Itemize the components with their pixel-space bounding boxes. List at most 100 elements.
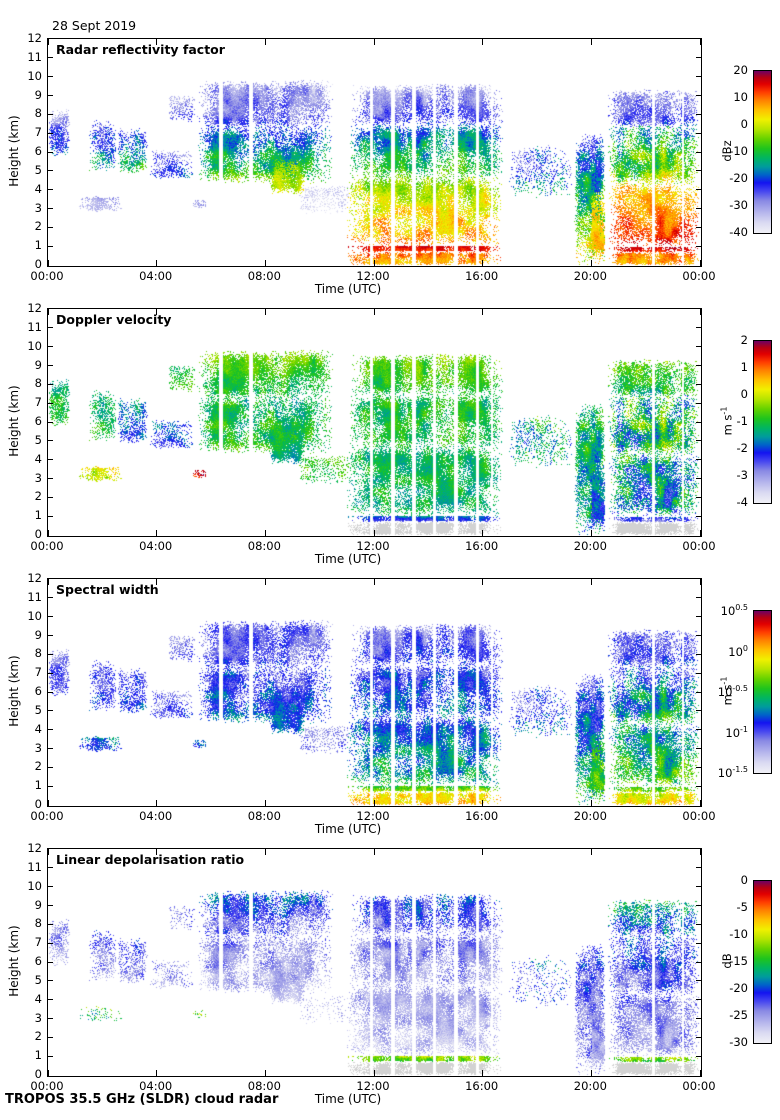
colorbar-spectral-width [753,610,772,774]
x-tick-mark [47,309,49,315]
y-tick-label: 6 [34,144,42,158]
plot-area-ldr: Linear depolarisation ratio [47,848,702,1077]
y-tick-mark [696,1036,701,1038]
y-tick-mark [696,635,701,636]
y-tick-mark [696,170,701,172]
x-tick-mark [482,579,484,585]
y-tick-mark [696,999,701,1001]
y-tick-label: 1 [34,508,42,523]
y-tick-label: 5 [34,702,42,717]
x-tick-label: 00:00 [682,809,716,823]
y-tick-mark [696,208,701,209]
y-tick-mark [48,923,53,925]
y-tick-mark [696,691,701,693]
colorbar-tick-label: -15 [729,954,748,968]
y-tick-mark [696,942,701,944]
colorbar-tick-label: 1 [740,360,748,374]
x-tick-mark [264,260,266,266]
x-tick-mark [699,579,701,585]
y-tick-label: 12 [27,31,42,45]
y-tick-label: 12 [27,571,42,585]
colorbar-tick-label: -3 [736,468,748,482]
heatmap-canvas-ldr [48,849,701,1076]
y-tick-label: 0 [34,1067,42,1081]
x-tick-label: 04:00 [139,809,173,823]
colorbar-tick-label: 2 [740,333,748,347]
x-tick-label: 12:00 [356,1079,390,1093]
colorbar-tick-label: -30 [729,1035,748,1049]
colorbar-tick-label: -5 [736,900,748,914]
y-tick-label: 11 [27,589,42,604]
y-tick-label: 3 [34,470,42,485]
y-tick-label: 11 [27,49,42,64]
x-tick-label: 16:00 [465,1079,499,1093]
y-tick-mark [48,748,53,749]
x-tick-mark [264,849,266,855]
x-tick-mark [373,800,375,806]
y-tick-label: 3 [34,200,42,215]
x-tick-mark [482,1070,484,1076]
y-tick-mark [48,867,53,869]
colorbar-unit-label: dBz [720,140,734,162]
y-tick-mark [696,459,701,461]
panel-spectral-width: Height (km) Spectral width Time (UTC) 00… [0,570,780,840]
colorbar-tick-label: 0 [740,387,748,401]
y-tick-mark [48,961,53,963]
y-tick-label: 6 [34,954,42,968]
y-tick-label: 12 [27,301,42,315]
y-tick-mark [48,95,53,96]
y-tick-mark [696,653,701,655]
y-tick-mark [696,327,701,329]
colorbar-tick-label: -1 [736,414,748,428]
y-tick-mark [696,132,701,134]
colorbar-velocity [753,340,772,504]
y-tick-mark [48,980,53,982]
panel-title: Linear depolarisation ratio [56,852,245,867]
y-tick-mark [48,151,53,153]
y-tick-mark [48,226,53,228]
colorbar-tick-label: -10 [729,927,748,941]
y-tick-mark [696,867,701,869]
y-tick-mark [48,496,53,498]
x-tick-mark [482,530,484,536]
y-tick-mark [48,635,53,636]
colorbar-reflectivity [753,70,772,234]
x-tick-mark [699,1070,701,1076]
y-tick-label: 8 [34,376,42,391]
y-tick-label: 8 [34,646,42,661]
y-tick-label: 5 [34,972,42,987]
y-tick-mark [696,95,701,96]
x-tick-mark [590,579,592,585]
x-tick-label: 04:00 [139,1079,173,1093]
x-tick-mark [699,39,701,45]
x-tick-mark [699,309,701,315]
x-tick-mark [699,849,701,855]
y-tick-label: 2 [34,489,42,504]
y-tick-label: 12 [27,841,42,855]
y-tick-label: 9 [34,87,42,102]
x-tick-mark [264,530,266,536]
x-tick-label: 12:00 [356,539,390,553]
y-tick-mark [48,766,53,768]
y-tick-mark [696,189,701,191]
colorbar-tick-label: -4 [736,495,748,509]
y-tick-label: 7 [34,395,42,410]
y-tick-mark [696,961,701,963]
x-tick-mark [156,39,158,45]
y-tick-mark [696,151,701,153]
x-axis-label: Time (UTC) [314,1092,382,1106]
x-tick-mark [373,309,375,315]
x-tick-mark [482,39,484,45]
y-tick-label: 0 [34,527,42,541]
y-tick-label: 11 [27,859,42,874]
y-tick-mark [48,440,53,442]
y-tick-mark [48,421,53,423]
y-tick-mark [696,980,701,982]
x-tick-label: 20:00 [573,539,607,553]
x-tick-mark [699,800,701,806]
x-tick-label: 00:00 [682,269,716,283]
x-tick-label: 20:00 [573,809,607,823]
x-tick-mark [156,579,158,585]
y-tick-mark [48,710,53,712]
y-tick-mark [48,459,53,461]
